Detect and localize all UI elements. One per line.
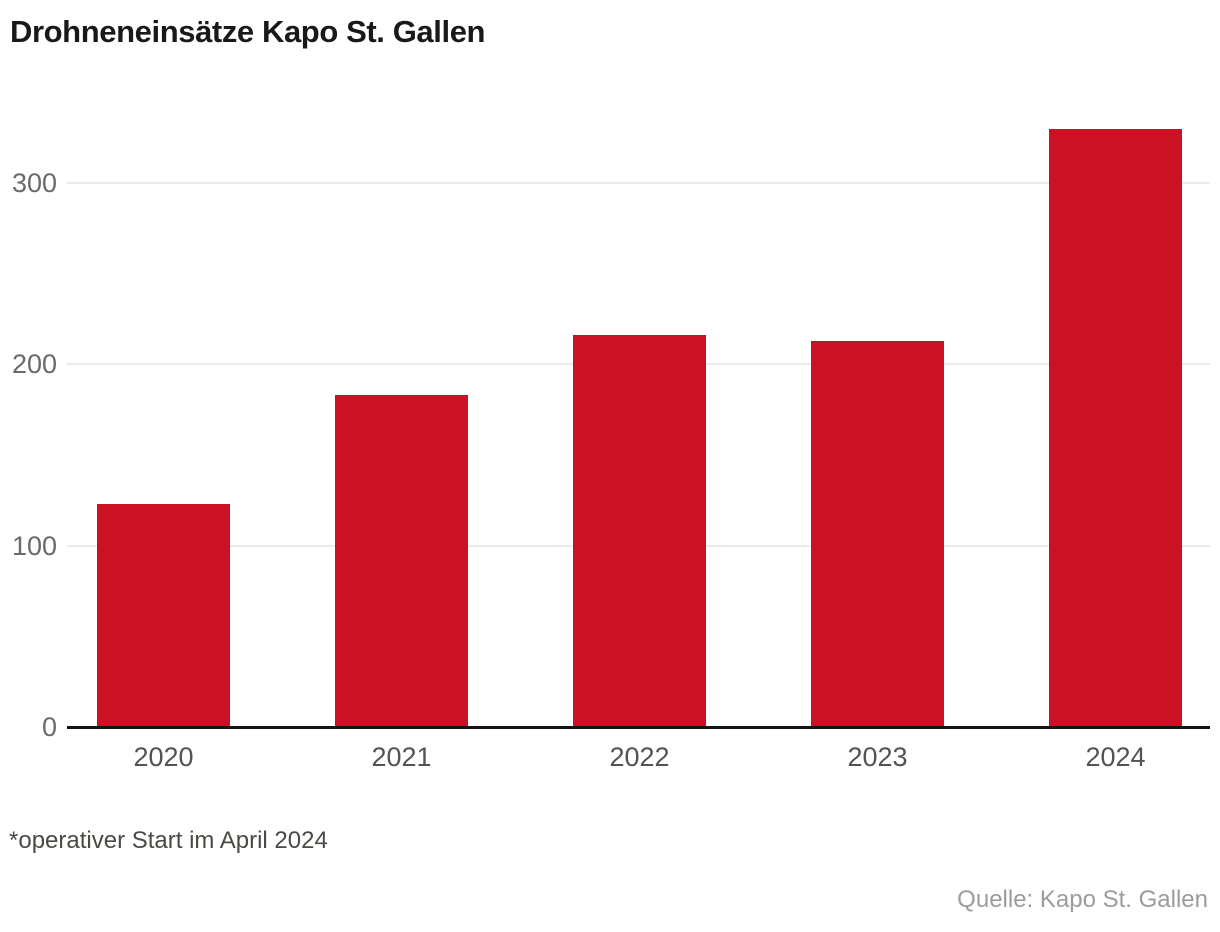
plot-area — [67, 100, 1210, 729]
x-tick-label-2024: 2024 — [1085, 742, 1146, 772]
y-tick-label-200: 200 — [11, 349, 57, 380]
x-tick-label-2023: 2023 — [847, 742, 908, 772]
gridline-300 — [67, 182, 1210, 184]
y-tick-label-100: 100 — [11, 530, 57, 561]
y-tick-label-0: 0 — [41, 712, 57, 742]
bar-2024 — [1049, 129, 1182, 727]
chart-source: Quelle: Kapo St. Gallen — [957, 886, 1208, 913]
chart-footnote: *operativer Start im April 2024 — [9, 827, 328, 854]
bar-2020 — [97, 504, 230, 727]
x-axis-line — [67, 726, 1210, 729]
chart-title: Drohneneinsätze Kapo St. Gallen — [10, 14, 486, 49]
y-tick-label-300: 300 — [11, 168, 57, 198]
x-tick-label-2021: 2021 — [371, 742, 432, 772]
x-tick-label-2022: 2022 — [609, 742, 670, 772]
bar-2022 — [573, 335, 706, 727]
bar-2021 — [335, 395, 468, 727]
x-tick-label-2020: 2020 — [133, 742, 194, 772]
bar-2023 — [811, 341, 944, 727]
